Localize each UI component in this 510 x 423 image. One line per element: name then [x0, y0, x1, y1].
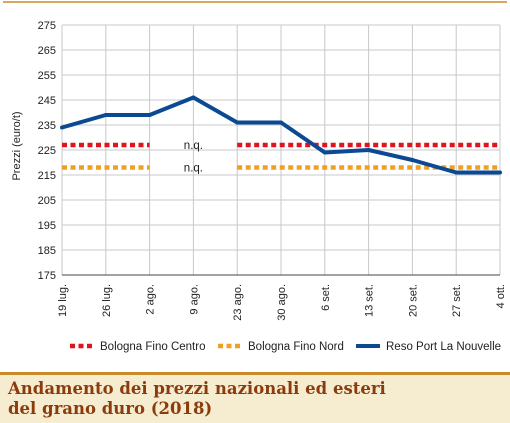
- data-point: [60, 125, 64, 130]
- data-point: [191, 95, 196, 100]
- x-tick-label: 20 set.: [407, 284, 419, 317]
- y-tick-label: 235: [38, 120, 56, 132]
- y-tick-label: 175: [38, 270, 56, 282]
- data-point: [498, 170, 502, 175]
- x-tick-label: 30 ago.: [276, 284, 288, 321]
- data-point: [279, 120, 283, 125]
- x-tick-label: 19 lug.: [57, 284, 69, 317]
- x-tick-label: 4 ott.: [495, 284, 507, 308]
- y-tick-label: 255: [38, 70, 56, 82]
- annotations: n.q. n.q.: [184, 140, 203, 175]
- data-point: [147, 113, 152, 117]
- data-point: [454, 170, 459, 175]
- y-tick-label: 265: [38, 45, 56, 57]
- x-tick-label: 2 ago.: [145, 284, 157, 315]
- y-axis-label: Prezzi (euro/t): [11, 111, 23, 180]
- y-tick-label: 205: [38, 195, 56, 207]
- caption-line-1: Andamento dei prezzi nazionali ed esteri: [8, 379, 386, 398]
- legend-label-1: Bologna Fino Centro: [100, 341, 205, 353]
- legend-label-3: Reso Port La Nouvelle: [386, 341, 501, 353]
- x-tick-label: 13 set.: [364, 284, 376, 317]
- y-tick-label: 275: [38, 20, 56, 32]
- figure-caption: Andamento dei prezzi nazionali ed esteri…: [0, 372, 510, 423]
- x-tick-label: 9 ago.: [188, 284, 200, 315]
- x-tick-label: 23 ago.: [232, 284, 244, 321]
- x-tick-label: 27 set.: [451, 284, 463, 317]
- y-tick-label: 195: [38, 220, 56, 232]
- y-axis-ticks: 175 185 195 205 215 225 235 245 255 265 275: [38, 20, 56, 282]
- x-tick-label: 6 set.: [320, 284, 332, 311]
- x-axis-ticks: 19 lug. 26 lug. 2 ago. 9 ago. 23 ago. 30 ago.…: [57, 284, 507, 321]
- data-point: [103, 113, 108, 117]
- y-tick-label: 245: [38, 95, 56, 107]
- nq-annotation: n.q.: [184, 140, 203, 152]
- nq-annotation: n.q.: [184, 163, 203, 175]
- price-chart: 175 185 195 205 215 225 235 245 255 265 275 19 lug…: [3, 1, 507, 353]
- x-tick-label: 26 lug.: [101, 284, 113, 317]
- y-tick-label: 215: [38, 170, 56, 182]
- legend-label-2: Bologna Fino Nord: [248, 341, 344, 353]
- y-tick-label: 225: [38, 145, 56, 157]
- caption-line-2: del grano duro (2018): [8, 399, 213, 418]
- y-tick-label: 185: [38, 245, 56, 257]
- data-point: [410, 158, 415, 162]
- data-point: [366, 148, 371, 152]
- data-point: [235, 120, 240, 125]
- data-point: [322, 150, 327, 155]
- grid: [61, 24, 501, 276]
- series-lines: [60, 95, 502, 175]
- legend: Bologna Fino Centro Bologna Fino Nord Reso…: [70, 341, 501, 353]
